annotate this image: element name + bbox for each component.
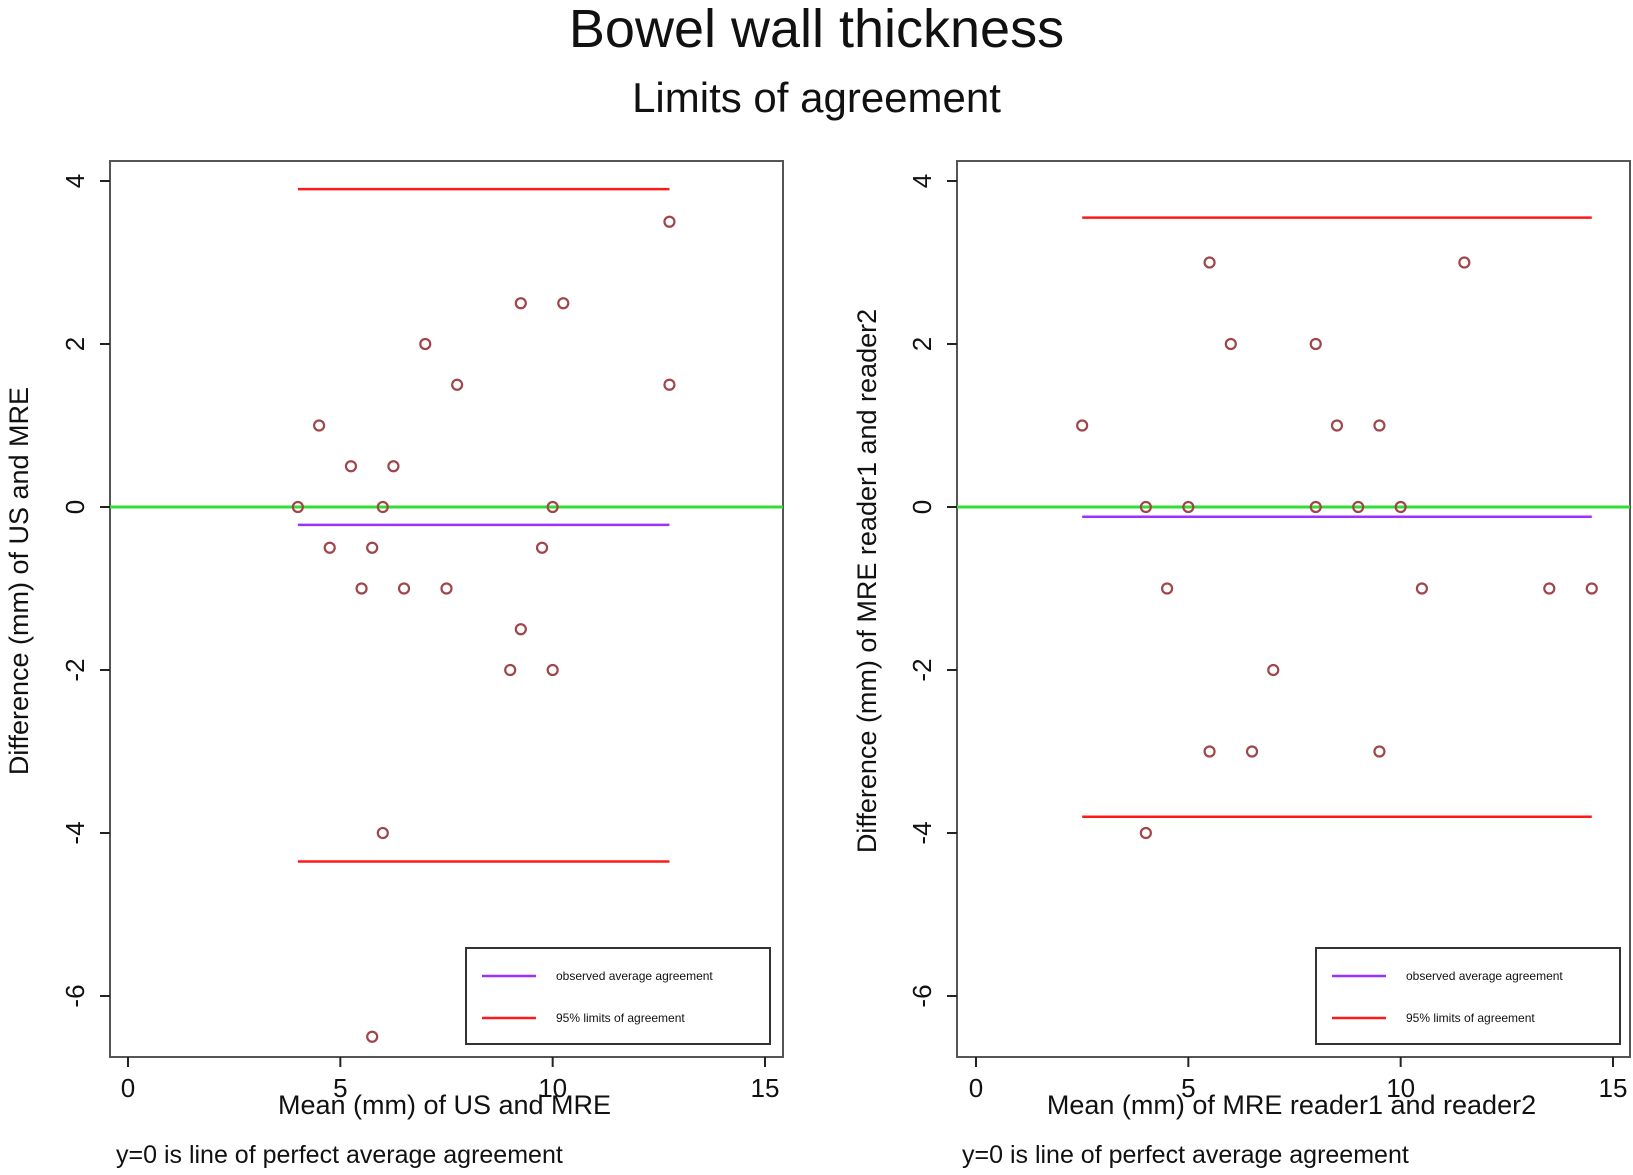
data-point <box>1373 745 1386 758</box>
data-point <box>1245 745 1259 758</box>
y-tick-label: 0 <box>907 500 937 514</box>
x-tick-label: 5 <box>333 1073 347 1103</box>
data-point <box>451 378 464 391</box>
y-tick-label: 4 <box>60 174 90 188</box>
data-point <box>313 419 326 432</box>
chart-title: Bowel wall thickness <box>568 0 1065 59</box>
data-point <box>1352 500 1365 514</box>
data-point <box>366 1030 379 1043</box>
data-point <box>535 541 549 554</box>
data-point <box>440 582 453 595</box>
data-point <box>546 663 559 677</box>
data-point <box>1543 582 1556 595</box>
data-point <box>419 337 432 351</box>
x-tick-label: 10 <box>538 1073 567 1103</box>
legend-entry: observed average agreement <box>556 969 713 983</box>
chart-subtitle: Limits of agreement <box>632 74 1001 121</box>
data-point <box>1224 337 1237 351</box>
plot-frame <box>956 160 1631 1058</box>
x-tick-label: 5 <box>1181 1073 1195 1103</box>
y-tick-label: -2 <box>907 658 937 681</box>
data-point <box>1203 745 1216 758</box>
data-point <box>1182 500 1195 514</box>
legend: observed average agreement 95% limits of … <box>1315 947 1621 1045</box>
data-point <box>546 500 559 514</box>
x-tick-label: 10 <box>1386 1073 1415 1103</box>
y-tick-label: -4 <box>907 821 937 844</box>
data-point <box>397 582 411 595</box>
plot-frame <box>109 160 784 1058</box>
data-point <box>1139 500 1152 514</box>
legend-box <box>1315 947 1621 1045</box>
data-point <box>1585 582 1598 595</box>
data-point <box>323 541 336 554</box>
x-tick-label: 15 <box>1599 1073 1628 1103</box>
data-point <box>1267 663 1280 677</box>
data-point <box>1458 256 1471 269</box>
data-point <box>1203 256 1216 269</box>
data-point <box>291 500 304 514</box>
data-point <box>514 623 527 636</box>
y-tick-label: 2 <box>60 337 90 351</box>
data-point <box>663 215 676 228</box>
y-tick-label: 2 <box>907 337 937 351</box>
data-point <box>1415 582 1429 595</box>
y-axis-label: Difference (mm) of US and MRE <box>4 387 34 775</box>
y-axis-label: Difference (mm) of MRE reader1 and reade… <box>852 309 882 853</box>
x-axis-label: Mean (mm) of MRE reader1 and reader2 <box>1047 1090 1536 1120</box>
data-point <box>1309 337 1322 351</box>
data-point <box>1076 419 1089 432</box>
y-tick-label: -6 <box>907 984 937 1007</box>
data-point <box>514 297 527 310</box>
y-tick-label: 0 <box>60 500 90 514</box>
data-point <box>557 297 570 310</box>
data-point <box>366 541 379 554</box>
data-point <box>387 460 400 473</box>
data-point <box>344 460 358 473</box>
right-panel-note: y=0 is line of perfect average agreement <box>962 1141 1409 1169</box>
legend-entry: 95% limits of agreement <box>556 1011 685 1025</box>
y-tick-label: 4 <box>907 174 937 188</box>
data-point <box>1309 500 1322 514</box>
panel-mre-readers: -6 -4 -2 0 2 4 0 5 10 15 Mean (mm) of MRE reader1 … <box>852 160 1631 1120</box>
data-point <box>355 582 368 595</box>
y-tick-label: -4 <box>60 821 90 844</box>
legend: observed average agreement 95% limits of … <box>465 947 771 1045</box>
legend-box <box>465 947 771 1045</box>
data-point <box>663 378 676 391</box>
x-tick-label: 15 <box>751 1073 780 1103</box>
data-point <box>1330 419 1344 432</box>
data-point <box>376 826 389 840</box>
panel-us-vs-mre: -6 -4 -2 0 2 4 0 5 10 15 Mean (mm) of US and MRE Di… <box>4 160 784 1120</box>
y-tick-label: -6 <box>60 984 90 1007</box>
legend-entry: observed average agreement <box>1406 969 1563 983</box>
data-point <box>1160 582 1174 595</box>
data-point <box>504 663 517 677</box>
data-point <box>1139 826 1152 840</box>
x-axis-label: Mean (mm) of US and MRE <box>278 1090 611 1120</box>
legend-entry: 95% limits of agreement <box>1406 1011 1535 1025</box>
data-point <box>1373 419 1386 432</box>
x-tick-label: 0 <box>121 1073 135 1103</box>
x-tick-label: 0 <box>969 1073 983 1103</box>
data-point <box>1394 500 1407 514</box>
y-tick-label: -2 <box>60 658 90 681</box>
left-panel-note: y=0 is line of perfect average agreement <box>116 1141 563 1169</box>
data-point <box>376 500 389 514</box>
